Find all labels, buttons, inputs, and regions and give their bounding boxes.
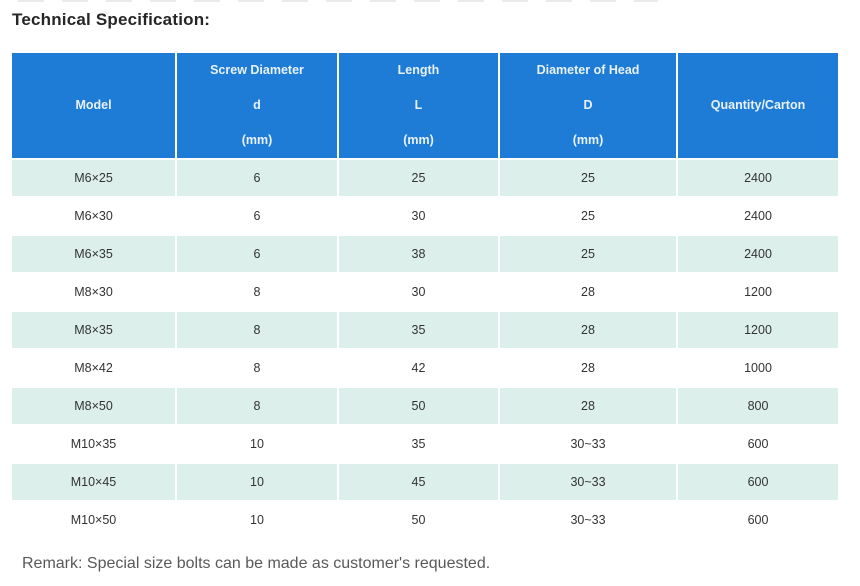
table-row: M8×42 8 42 28 1000 bbox=[12, 350, 838, 386]
cell-quantity: 2400 bbox=[678, 160, 838, 196]
table-row: M10×45 10 45 30~33 600 bbox=[12, 464, 838, 500]
cell-model: M6×30 bbox=[12, 198, 175, 234]
cell-model: M10×35 bbox=[12, 426, 175, 462]
header-line: (mm) bbox=[403, 133, 434, 147]
cell-model: M6×35 bbox=[12, 236, 175, 272]
cell-screw-diameter: 10 bbox=[177, 426, 337, 462]
table-row: M10×50 10 50 30~33 600 bbox=[12, 502, 838, 538]
cell-model: M6×25 bbox=[12, 160, 175, 196]
cell-head-diameter: 25 bbox=[500, 236, 676, 272]
cell-length: 50 bbox=[339, 388, 498, 424]
cell-screw-diameter: 8 bbox=[177, 388, 337, 424]
header-line: Screw Diameter bbox=[210, 63, 304, 77]
cell-quantity: 1200 bbox=[678, 274, 838, 310]
spec-section: Technical Specification: Model Screw Dia… bbox=[10, 10, 840, 572]
header-line: Model bbox=[75, 98, 112, 112]
table-row: M8×50 8 50 28 800 bbox=[12, 388, 838, 424]
cell-model: M8×42 bbox=[12, 350, 175, 386]
cell-head-diameter: 30~33 bbox=[500, 464, 676, 500]
cell-head-diameter: 28 bbox=[500, 388, 676, 424]
cell-length: 30 bbox=[339, 274, 498, 310]
cell-length: 35 bbox=[339, 426, 498, 462]
table-row: M10×35 10 35 30~33 600 bbox=[12, 426, 838, 462]
section-title: Technical Specification: bbox=[12, 10, 211, 29]
cell-length: 35 bbox=[339, 312, 498, 348]
cell-length: 25 bbox=[339, 160, 498, 196]
cell-quantity: 1000 bbox=[678, 350, 838, 386]
table-row: M8×35 8 35 28 1200 bbox=[12, 312, 838, 348]
cell-quantity: 800 bbox=[678, 388, 838, 424]
cell-length: 42 bbox=[339, 350, 498, 386]
cell-quantity: 600 bbox=[678, 502, 838, 538]
col-header-screw-diameter: Screw Diameter d (mm) bbox=[177, 53, 337, 158]
cell-screw-diameter: 8 bbox=[177, 350, 337, 386]
cell-screw-diameter: 6 bbox=[177, 236, 337, 272]
header-line: (mm) bbox=[572, 133, 604, 147]
cell-screw-diameter: 6 bbox=[177, 160, 337, 196]
cell-head-diameter: 25 bbox=[500, 160, 676, 196]
header-line: L bbox=[414, 98, 423, 112]
cell-model: M8×50 bbox=[12, 388, 175, 424]
cell-quantity: 600 bbox=[678, 426, 838, 462]
header-row: Model Screw Diameter d (mm) Length L (mm… bbox=[12, 53, 838, 158]
cropped-content-remnant bbox=[18, 0, 658, 2]
cell-head-diameter: 30~33 bbox=[500, 502, 676, 538]
cell-screw-diameter: 8 bbox=[177, 274, 337, 310]
header-line: Diameter of Head bbox=[536, 63, 640, 77]
cell-head-diameter: 25 bbox=[500, 198, 676, 234]
cell-model: M8×35 bbox=[12, 312, 175, 348]
cell-head-diameter: 28 bbox=[500, 350, 676, 386]
cell-length: 38 bbox=[339, 236, 498, 272]
cell-screw-diameter: 8 bbox=[177, 312, 337, 348]
cell-quantity: 2400 bbox=[678, 236, 838, 272]
cell-length: 50 bbox=[339, 502, 498, 538]
table-row: M6×25 6 25 25 2400 bbox=[12, 160, 838, 196]
cell-model: M8×30 bbox=[12, 274, 175, 310]
col-header-quantity: Quantity/Carton bbox=[678, 53, 838, 158]
table-row: M6×30 6 30 25 2400 bbox=[12, 198, 838, 234]
table-row: M6×35 6 38 25 2400 bbox=[12, 236, 838, 272]
spec-table: Model Screw Diameter d (mm) Length L (mm… bbox=[10, 51, 840, 540]
cell-model: M10×45 bbox=[12, 464, 175, 500]
col-header-model: Model bbox=[12, 53, 175, 158]
cell-quantity: 1200 bbox=[678, 312, 838, 348]
cell-model: M10×50 bbox=[12, 502, 175, 538]
header-line: d bbox=[253, 98, 261, 112]
cell-length: 30 bbox=[339, 198, 498, 234]
cell-quantity: 600 bbox=[678, 464, 838, 500]
header-line: D bbox=[583, 98, 593, 112]
cell-screw-diameter: 10 bbox=[177, 502, 337, 538]
cell-screw-diameter: 6 bbox=[177, 198, 337, 234]
table-row: M8×30 8 30 28 1200 bbox=[12, 274, 838, 310]
cell-screw-diameter: 10 bbox=[177, 464, 337, 500]
cell-quantity: 2400 bbox=[678, 198, 838, 234]
col-header-head-diameter: Diameter of Head D (mm) bbox=[500, 53, 676, 158]
header-line: Quantity/Carton bbox=[710, 98, 806, 112]
cell-head-diameter: 30~33 bbox=[500, 426, 676, 462]
remark-text: Remark: Special size bolts can be made a… bbox=[22, 555, 491, 572]
cell-head-diameter: 28 bbox=[500, 312, 676, 348]
table-body: M6×25 6 25 25 2400 M6×30 6 30 25 2400 M6… bbox=[12, 160, 838, 538]
table-header: Model Screw Diameter d (mm) Length L (mm… bbox=[12, 53, 838, 158]
header-line: Length bbox=[397, 63, 440, 77]
col-header-length: Length L (mm) bbox=[339, 53, 498, 158]
cell-length: 45 bbox=[339, 464, 498, 500]
header-line: (mm) bbox=[241, 133, 273, 147]
cell-head-diameter: 28 bbox=[500, 274, 676, 310]
